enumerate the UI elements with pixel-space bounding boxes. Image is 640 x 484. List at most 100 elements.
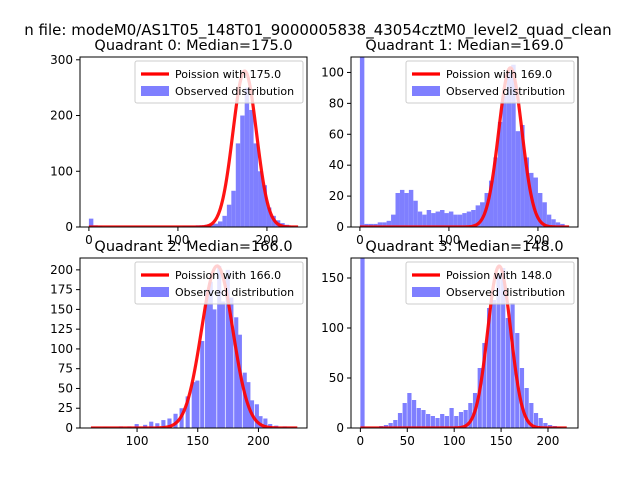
- histogram-bar: [408, 189, 414, 227]
- y-tick-label: 20: [329, 189, 344, 203]
- histogram-bar: [422, 214, 427, 227]
- histogram-bar: [533, 177, 538, 227]
- legend-label-poisson: Poission with 148.0: [446, 269, 552, 282]
- histogram-bar: [511, 64, 516, 227]
- histogram-bar: [237, 334, 242, 428]
- histogram-bar: [212, 309, 217, 428]
- x-tick-label: 150: [490, 434, 513, 448]
- plot-area: [359, 258, 568, 428]
- histogram-bar: [240, 115, 245, 227]
- histogram-bar: [426, 414, 431, 428]
- legend-label-poisson: Poission with 169.0: [446, 68, 552, 81]
- x-tick-label: 200: [526, 233, 549, 247]
- y-tick-label: 150: [321, 271, 344, 285]
- histogram-bar: [253, 143, 259, 227]
- histogram-bar: [480, 202, 485, 227]
- legend-box: [405, 60, 575, 104]
- x-tick-label: 100: [437, 233, 460, 247]
- histogram-bar: [161, 420, 166, 428]
- y-tick-label: 50: [58, 381, 73, 395]
- y-tick-label: 100: [321, 321, 344, 335]
- histogram-bar: [524, 388, 529, 428]
- histogram-bar: [231, 190, 236, 227]
- legend: Poission with 148.0 Observed distribution: [405, 261, 575, 305]
- histogram-bar: [266, 207, 272, 227]
- histogram-bar: [402, 403, 407, 428]
- histogram-bar: [397, 413, 403, 428]
- x-tick-label: 100: [166, 233, 189, 247]
- histogram-bar: [515, 131, 521, 227]
- histogram-bar: [134, 424, 139, 428]
- histogram-bar: [413, 200, 418, 227]
- y-tick-label: 50: [329, 371, 344, 385]
- histogram-bar: [555, 222, 561, 227]
- x-tick-label: 200: [255, 233, 278, 247]
- x-tick-label: 200: [537, 434, 560, 448]
- histogram-bar: [393, 420, 398, 428]
- legend-box: [405, 261, 575, 305]
- x-tick-label: 0: [357, 434, 365, 448]
- legend: Poission with 169.0 Observed distribution: [405, 60, 575, 104]
- histogram-bar: [475, 205, 481, 227]
- poisson-curve: [359, 264, 568, 428]
- histogram-bar: [449, 408, 454, 428]
- histogram-bar: [173, 413, 178, 428]
- chart-panel-2: 100 150 200 0 25 50 75 100 125 150 175 200 Quadrant …: [50, 239, 308, 448]
- axes-frame: [79, 257, 308, 429]
- legend: Poission with 166.0 Observed distribution: [134, 261, 304, 305]
- histogram-bar: [502, 95, 507, 227]
- histogram-bar: [235, 143, 241, 227]
- y-tick-label: 0: [336, 220, 344, 234]
- histogram-bar: [222, 215, 227, 227]
- legend-label-observed: Observed distribution: [446, 85, 565, 98]
- histogram-bar: [404, 193, 409, 227]
- y-tick-label: 75: [58, 362, 73, 376]
- histogram-bar: [407, 393, 412, 428]
- y-tick-label: 0: [336, 421, 344, 435]
- histogram-bar: [167, 418, 172, 428]
- chart-panel-1: 0 100 200 0 20 40 60 80 100 Quadrant 1: Median=16…: [321, 38, 579, 247]
- histogram-bar: [537, 193, 543, 227]
- histogram-bar: [448, 211, 454, 227]
- legend-label-poisson: Poission with 166.0: [175, 269, 281, 282]
- histogram-bar: [388, 423, 393, 428]
- histogram-bar: [457, 214, 463, 227]
- histogram-bar: [258, 416, 263, 428]
- histogram-bar: [360, 258, 365, 428]
- y-tick-label: 150: [50, 302, 73, 316]
- y-tick-label: 125: [50, 322, 73, 336]
- histogram-bar: [462, 213, 467, 227]
- histogram-bar: [359, 57, 365, 227]
- legend-hist-swatch: [412, 86, 440, 96]
- histogram-bar: [542, 202, 547, 227]
- chart-title: Quadrant 0: Median=175.0: [94, 38, 292, 54]
- histogram-bar: [458, 412, 464, 428]
- legend-label-observed: Observed distribution: [446, 286, 565, 299]
- histogram-bar: [225, 269, 230, 428]
- histogram-bar: [242, 372, 247, 428]
- histogram-bar: [426, 210, 432, 227]
- histogram-bar: [533, 413, 539, 428]
- chart-title: Quadrant 2: Median=166.0: [94, 239, 292, 255]
- histogram-bar: [226, 204, 232, 227]
- legend-label-observed: Observed distribution: [175, 286, 294, 299]
- histogram-bar: [482, 343, 487, 428]
- legend: Poission with 175.0 Observed distribution: [134, 60, 304, 104]
- x-tick-label: 0: [85, 233, 93, 247]
- x-tick-label: 100: [443, 434, 466, 448]
- histogram-bar: [262, 185, 267, 227]
- histogram-bar: [506, 72, 512, 227]
- histogram-bar: [440, 414, 445, 428]
- histogram-bar: [466, 211, 472, 227]
- histogram-bar: [395, 193, 400, 227]
- histogram-bar: [491, 300, 496, 428]
- histogram-bar: [435, 418, 440, 428]
- y-tick-label: 0: [65, 421, 73, 435]
- histogram-bar: [220, 301, 225, 428]
- histogram-bar: [444, 213, 449, 227]
- histogram-bar: [244, 87, 250, 227]
- histogram-bar: [519, 368, 525, 428]
- histogram-bar: [430, 416, 435, 428]
- histogram-bar: [435, 211, 441, 227]
- histogram-bar: [254, 404, 259, 428]
